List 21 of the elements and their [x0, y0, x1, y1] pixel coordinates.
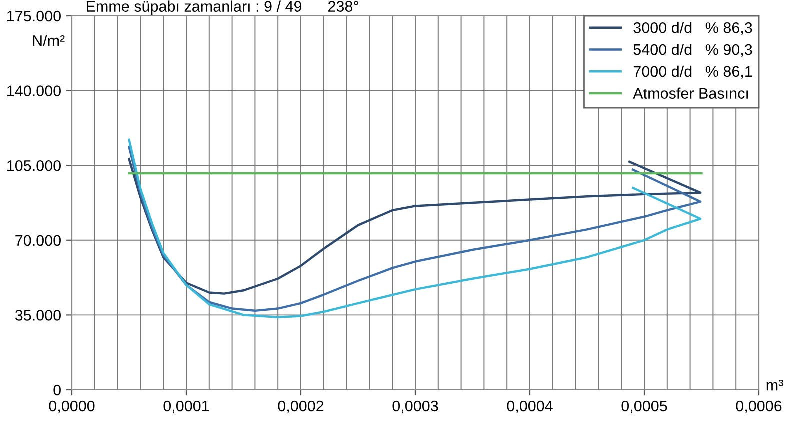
y-tick-label: 70.000 — [16, 235, 61, 246]
x-tick-label: 0,0005 — [622, 400, 668, 414]
x-tick-label: 0,0001 — [164, 400, 210, 414]
legend-label: Atmosfer Basıncı — [633, 88, 748, 99]
legend-label: 5400 d/d % 90,3 — [634, 44, 752, 58]
x-tick-label: 0,0003 — [392, 400, 438, 414]
line-series — [128, 158, 702, 295]
chart-title: Emme süpabı zamanları : 9 / 49 238° — [86, 0, 358, 16]
x-tick-label: 0,0002 — [278, 400, 324, 414]
y-tick-label: 140.000 — [8, 86, 61, 96]
y-axis-title: N/m² — [33, 35, 65, 46]
x-axis-title: m³ — [766, 380, 784, 391]
y-tick-label: 35.000 — [15, 310, 61, 321]
x-tick-label: 0,0000 — [49, 400, 95, 414]
y-tick-label: 105.000 — [8, 160, 61, 172]
legend-label: 7000 d/d % 86,1 — [634, 66, 752, 79]
y-tick-label: 0 — [54, 384, 61, 396]
x-tick-label: 0,0004 — [507, 400, 553, 414]
legend-label: 3000 d/d % 86,3 — [634, 22, 752, 36]
y-tick-label: 175.000 — [8, 10, 61, 22]
x-tick-label: 0,0006 — [736, 400, 782, 414]
